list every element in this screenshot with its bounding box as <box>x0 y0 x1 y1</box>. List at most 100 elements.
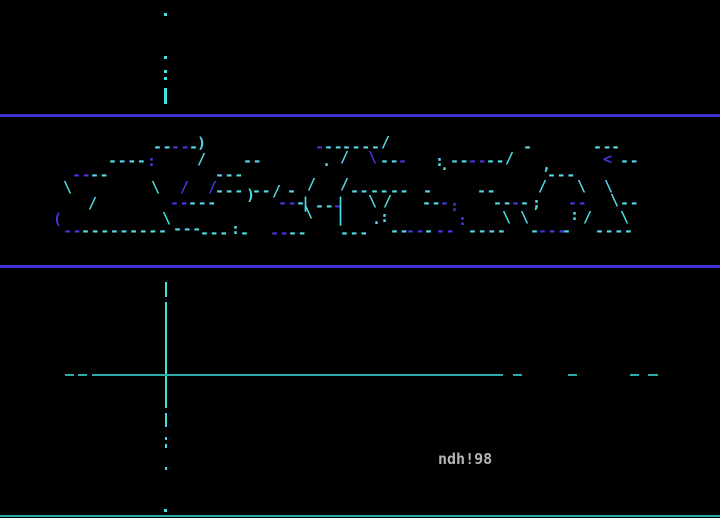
art-fragment: / <box>505 149 515 167</box>
art-fragment: / <box>272 182 282 200</box>
art-fragment: ---- <box>595 222 634 240</box>
art-fragment: ) <box>246 186 256 204</box>
art-fragment: \ <box>610 191 620 209</box>
top-dot-1 <box>164 13 167 16</box>
art-fragment: -- <box>170 194 190 212</box>
art-fragment: -- <box>350 182 370 200</box>
art-fragment: / <box>538 177 548 195</box>
art-fragment: . <box>440 156 450 174</box>
art-fragment: - <box>333 197 343 215</box>
art-fragment: \ <box>604 177 614 195</box>
art-fragment: \ <box>620 208 630 226</box>
mid-dash-left-2 <box>78 374 87 376</box>
mid-dash-left-1 <box>65 374 74 376</box>
art-fragment: -- <box>390 182 410 200</box>
art-fragment: -- <box>243 152 263 170</box>
vline-seg-a <box>165 282 167 297</box>
art-fragment: | <box>336 208 346 226</box>
art-fragment: < <box>603 150 613 168</box>
art-fragment: -- <box>252 182 272 200</box>
art-fragment: ) <box>197 134 207 152</box>
low-dot-3 <box>165 467 167 470</box>
art-fragment: : <box>147 152 157 170</box>
art-fragment: -- <box>593 138 613 156</box>
art-fragment: / <box>383 192 393 210</box>
art-fragment: --------- <box>81 222 168 240</box>
art-fragment: / <box>197 150 207 168</box>
art-fragment: \ <box>520 208 530 226</box>
art-fragment: --- <box>173 220 202 238</box>
art-fragment: / <box>180 178 190 196</box>
top-dot-2 <box>164 56 167 59</box>
art-fragment: - <box>423 182 433 200</box>
hline-teal-bottom <box>0 515 720 517</box>
art-fragment: -- <box>278 194 298 212</box>
art-fragment: / <box>208 178 218 196</box>
art-fragment: -- <box>620 194 640 212</box>
art-fragment: -- <box>324 138 344 156</box>
art-fragment: : <box>450 197 460 215</box>
art-fragment: -- <box>72 166 92 184</box>
art-fragment: | <box>301 194 311 212</box>
art-fragment: - <box>296 194 306 212</box>
art-fragment: \ <box>304 203 314 221</box>
art-fragment: ---- <box>468 222 507 240</box>
art-fragment: - <box>424 222 434 240</box>
art-fragment: ---- <box>342 138 381 156</box>
art-fragment: -- <box>90 166 110 184</box>
art-fragment: : <box>458 211 468 229</box>
art-fragment: \ <box>63 178 73 196</box>
low-dot-2 <box>165 444 167 448</box>
art-fragment: - <box>511 194 521 212</box>
art-fragment: - <box>240 224 250 242</box>
art-fragment: -- <box>422 194 442 212</box>
art-fragment: -- <box>468 152 488 170</box>
art-fragment: : <box>231 220 241 238</box>
art-fragment: ( <box>53 210 63 228</box>
art-fragment: - <box>523 138 533 156</box>
art-fragment: \ <box>502 208 512 226</box>
art-fragment: -- <box>171 138 191 156</box>
hline-blue-mid <box>0 265 720 268</box>
art-fragment: -- <box>270 224 290 242</box>
art-fragment: -- <box>450 152 470 170</box>
art-fragment: / <box>88 194 98 212</box>
mid-dash-right-1 <box>513 374 522 376</box>
art-fragment: -- <box>153 138 173 156</box>
art-fragment: - <box>520 194 530 212</box>
art-fragment: - <box>611 138 621 156</box>
art-fragment: \ <box>151 178 161 196</box>
art-fragment: , <box>542 156 552 174</box>
art-fragment: -- <box>486 152 506 170</box>
art-fragment: . <box>372 210 382 228</box>
mid-dash-right-2 <box>568 374 577 376</box>
artist-signature: ndh!98 <box>438 450 493 468</box>
art-fragment: --- <box>200 224 229 242</box>
art-fragment: -- <box>380 152 400 170</box>
art-fragment: | <box>336 194 346 212</box>
art-fragment: - <box>562 222 572 240</box>
art-fragment: \ <box>162 209 172 227</box>
art-fragment: ---- <box>108 152 147 170</box>
art-fragment: --- <box>215 182 244 200</box>
art-fragment: : <box>435 152 445 170</box>
art-fragment: / <box>340 175 350 193</box>
low-dot-1 <box>165 437 167 440</box>
art-fragment: - <box>398 152 408 170</box>
art-fragment: --- <box>538 222 567 240</box>
top-vseg <box>164 88 167 104</box>
art-fragment: - <box>315 138 325 156</box>
art-fragment: / <box>381 133 391 151</box>
art-fragment: --- <box>188 194 217 212</box>
art-fragment: ; <box>532 194 542 212</box>
art-fragment: \ <box>577 177 587 195</box>
art-fragment: -- <box>568 194 588 212</box>
art-fragment: -- <box>288 224 308 242</box>
vline-main <box>165 302 167 408</box>
art-fragment: --- <box>340 224 369 242</box>
art-fragment: - <box>287 182 297 200</box>
art-fragment: - <box>440 194 450 212</box>
mid-dash-right-4 <box>648 374 658 376</box>
art-fragment: / <box>307 175 317 193</box>
